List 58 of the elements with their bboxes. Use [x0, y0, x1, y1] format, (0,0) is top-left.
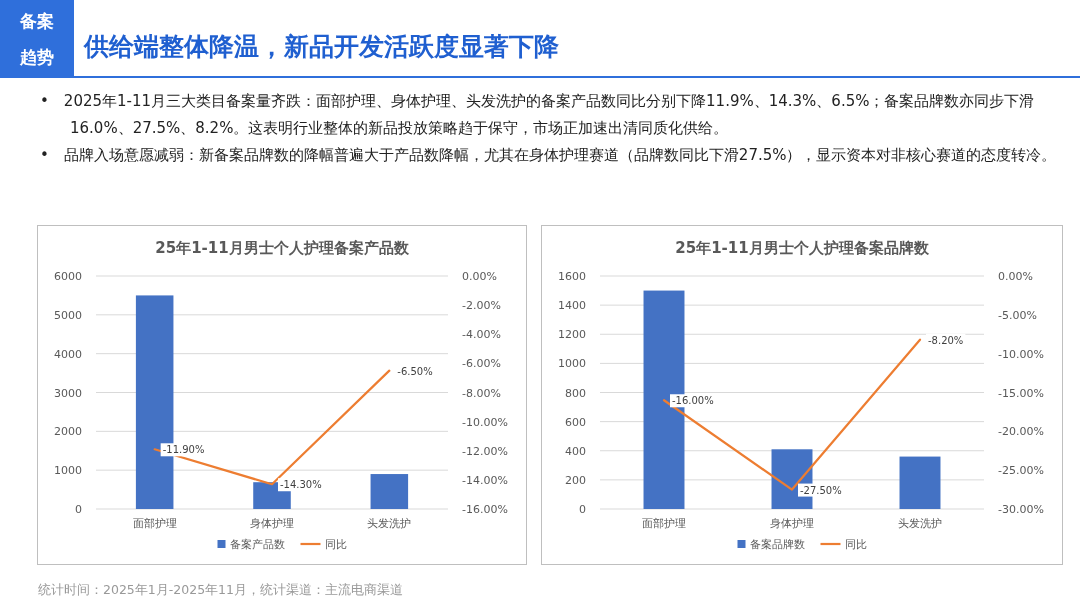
- text: 统计时间：2025年1月-2025年11月，统计渠道：主流电商渠道: [38, 582, 403, 599]
- data-label: -16.00%: [672, 395, 714, 407]
- y2-tick-label: 0.00%: [998, 270, 1033, 283]
- text: 趋势: [19, 46, 55, 69]
- y-tick-label: 3000: [54, 386, 82, 400]
- y2-tick-label: -5.00%: [998, 308, 1037, 322]
- text: 供给端整体降温，新品开发活跃度显著下降: [84, 31, 559, 63]
- data-label: -27.50%: [800, 484, 842, 496]
- y2-tick-label: -10.00%: [462, 415, 508, 429]
- y-tick-label: 1200: [558, 328, 586, 342]
- y-tick-label: 2000: [54, 425, 82, 439]
- legend-label: 备案产品数: [229, 538, 285, 551]
- y2-tick-label: -30.00%: [998, 503, 1044, 516]
- legend-label: 备案品牌数: [749, 538, 805, 551]
- y-tick-label: 400: [565, 444, 586, 458]
- data-label: -14.30%: [280, 479, 322, 491]
- y2-tick-label: -15.00%: [998, 386, 1044, 400]
- text: • 品牌入场意愿减弱：新备案品牌数的降幅普遍大于产品数降幅，尤其在身体护理赛道（品牌数同比下滑27.5%），显示资本对非核心赛道的态度转冷。: [40, 145, 1058, 166]
- y2-tick-label: -10.00%: [998, 347, 1044, 361]
- data-label: -6.50%: [397, 365, 433, 377]
- chart-title: 25年1-11月男士个人护理备案产品数: [155, 239, 410, 257]
- bar: [899, 456, 941, 509]
- y2-tick-label: -16.00%: [462, 503, 508, 516]
- data-label: -8.20%: [928, 334, 964, 346]
- y2-tick-label: -14.00%: [462, 473, 508, 487]
- legend-label: 同比: [324, 538, 347, 551]
- y-tick-label: 6000: [54, 270, 82, 283]
- x-tick-label: 面部护理: [642, 517, 686, 530]
- x-tick-label: 头发洗护: [898, 517, 942, 530]
- chart-title: 25年1-11月男士个人护理备案品牌数: [675, 239, 930, 257]
- y-tick-label: 4000: [54, 347, 82, 361]
- y-tick-label: 1600: [558, 270, 586, 283]
- y-tick-label: 0: [579, 503, 586, 516]
- y2-tick-label: -20.00%: [998, 425, 1044, 439]
- y-tick-label: 600: [565, 415, 586, 429]
- y-tick-label: 1000: [54, 464, 82, 478]
- x-tick-label: 面部护理: [132, 517, 177, 530]
- x-tick-label: 头发洗护: [367, 517, 412, 530]
- y-tick-label: 0: [75, 503, 82, 516]
- y2-tick-label: -12.00%: [462, 444, 508, 458]
- y-tick-label: 1000: [558, 357, 586, 371]
- text: • 2025年1-11月三大类目备案量齐跌：面部护理、身体护理、头发洗护的备案产品数同比分别下降11.9%、14.3%、6.5%；备案品牌数亦同步下滑16.0%、27.5%、8.2%。这表明行业整体的新品投放策略趋于保守，市场正加速出清同质化供给。: [40, 91, 1036, 139]
- data-label: -11.90%: [162, 444, 205, 456]
- text: 备案: [19, 10, 55, 33]
- y2-tick-label: -2.00%: [462, 299, 501, 313]
- y-tick-label: 5000: [54, 308, 82, 322]
- legend-label: 同比: [844, 538, 867, 551]
- x-tick-label: 身体护理: [250, 517, 294, 530]
- y-tick-label: 1400: [558, 299, 586, 313]
- y-tick-label: 200: [565, 473, 586, 487]
- y2-tick-label: -6.00%: [462, 357, 501, 371]
- y2-tick-label: -25.00%: [998, 464, 1044, 478]
- y-tick-label: 800: [565, 386, 586, 400]
- y2-tick-label: -4.00%: [462, 328, 501, 342]
- y2-tick-label: 0.00%: [462, 270, 497, 283]
- x-tick-label: 身体护理: [770, 517, 814, 530]
- y2-tick-label: -8.00%: [462, 386, 501, 400]
- bar: [370, 474, 409, 509]
